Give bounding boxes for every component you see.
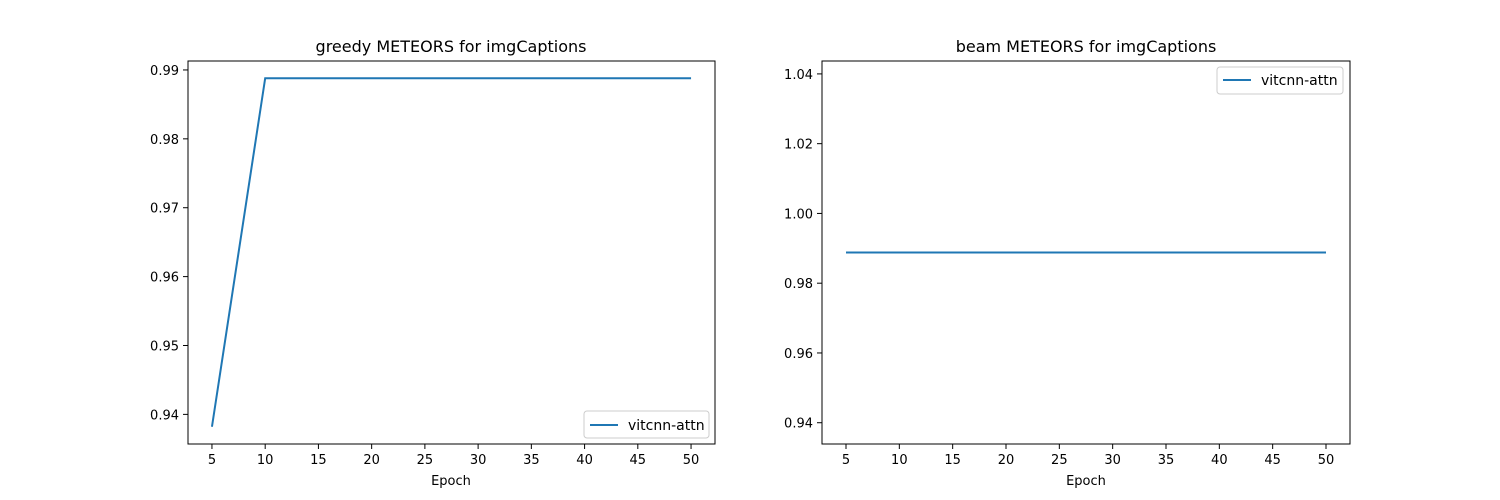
x-tick-label: 15 <box>310 453 327 468</box>
x-tick-label: 40 <box>576 453 593 468</box>
legend-label: vitcnn-attn <box>1261 73 1338 89</box>
chart-title: greedy METEORS for imgCaptions <box>316 37 587 56</box>
y-tick-label: 0.94 <box>784 417 813 432</box>
x-tick-label: 20 <box>363 453 380 468</box>
y-tick-label: 0.98 <box>784 277 813 292</box>
x-tick-label: 25 <box>1051 453 1068 468</box>
x-tick-label: 10 <box>891 453 908 468</box>
legend: vitcnn-attn <box>1216 66 1344 95</box>
x-tick-label: 5 <box>208 453 216 468</box>
x-tick-label: 25 <box>417 453 434 468</box>
y-tick-label: 0.96 <box>150 271 179 286</box>
legend-label: vitcnn-attn <box>628 418 705 434</box>
y-tick-label: 0.97 <box>150 202 179 217</box>
y-tick-label: 1.02 <box>784 138 813 153</box>
x-axis-label: Epoch <box>431 474 471 489</box>
y-tick-label: 0.94 <box>150 408 179 423</box>
y-tick-label: 0.95 <box>150 339 179 354</box>
x-tick-label: 45 <box>630 453 647 468</box>
x-tick-label: 30 <box>1104 453 1121 468</box>
x-ticks: 5 10 15 20 25 30 35 40 45 50 <box>842 444 1334 468</box>
y-tick-label: 0.96 <box>784 347 813 362</box>
plot-frame <box>821 60 1351 445</box>
y-tick-label: 0.98 <box>150 133 179 148</box>
chart-greedy: greedy METEORS for imgCaptions 5 10 15 20 25… <box>150 37 716 489</box>
x-tick-label: 5 <box>842 453 850 468</box>
x-tick-label: 15 <box>944 453 961 468</box>
x-ticks: 5 10 15 20 25 30 35 40 45 50 <box>208 444 700 468</box>
x-tick-label: 10 <box>257 453 274 468</box>
series-lines <box>210 77 692 427</box>
legend-box <box>1216 66 1344 95</box>
y-ticks: 0.94 0.96 0.98 1.00 1.02 1.04 <box>784 68 822 432</box>
y-tick-label: 0.99 <box>150 64 179 79</box>
x-tick-label: 50 <box>1318 453 1335 468</box>
legend-box <box>583 410 710 439</box>
y-tick-label: 1.00 <box>784 207 813 222</box>
x-axis-label: Epoch <box>1066 474 1106 489</box>
x-tick-label: 45 <box>1264 453 1281 468</box>
plot-frame <box>187 60 716 445</box>
legend: vitcnn-attn <box>583 410 710 439</box>
x-tick-label: 20 <box>998 453 1015 468</box>
series-line <box>210 77 692 427</box>
x-tick-label: 50 <box>683 453 700 468</box>
x-tick-label: 30 <box>470 453 487 468</box>
chart-beam: beam METEORS for imgCaptions 5 10 15 20 25 30… <box>784 37 1351 489</box>
y-ticks: 0.94 0.95 0.96 0.97 0.98 0.99 <box>150 64 188 423</box>
chart-title: beam METEORS for imgCaptions <box>956 37 1217 56</box>
x-tick-label: 35 <box>1158 453 1175 468</box>
x-tick-label: 40 <box>1211 453 1228 468</box>
x-tick-label: 35 <box>523 453 540 468</box>
y-tick-label: 1.04 <box>784 68 813 83</box>
